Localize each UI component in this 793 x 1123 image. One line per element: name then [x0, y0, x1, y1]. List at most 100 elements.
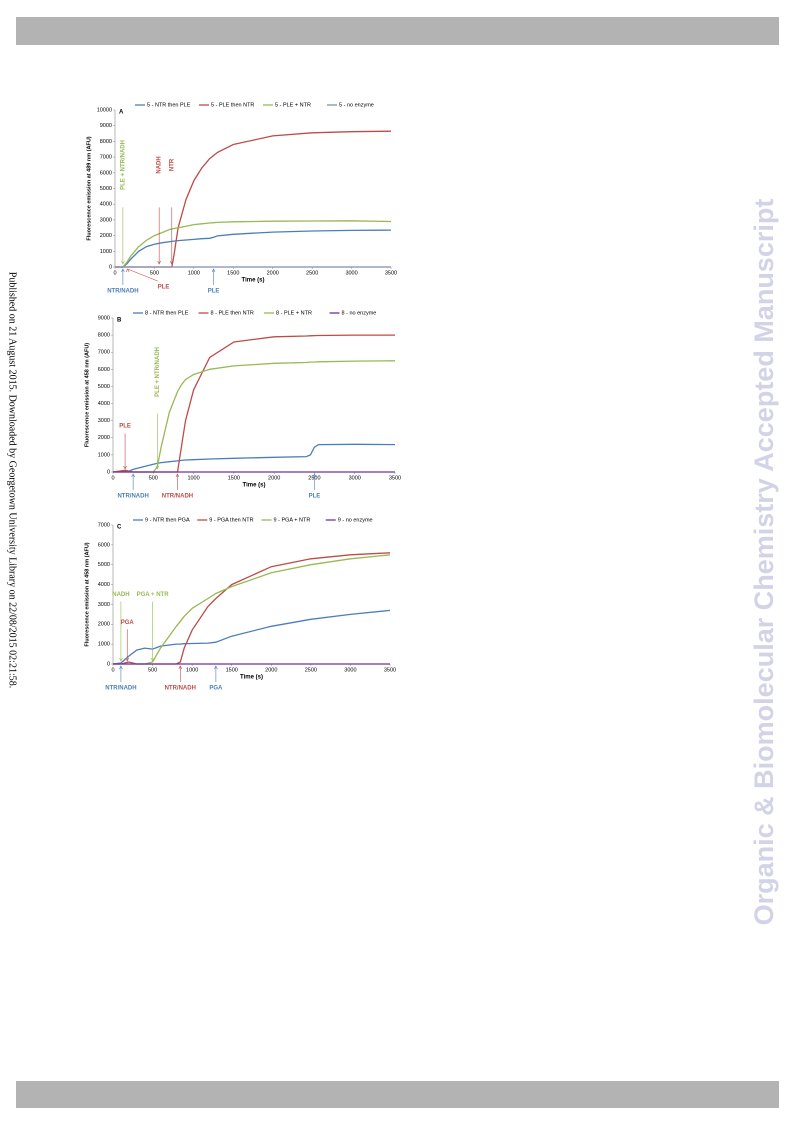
- x-tick-label: 2000: [265, 667, 277, 673]
- x-tick-label: 2500: [305, 667, 317, 673]
- y-tick-label: 3000: [100, 217, 112, 223]
- y-tick-label: 2000: [98, 622, 110, 628]
- side-note: Published on 21 August 2015. Downloaded …: [7, 272, 18, 688]
- x-tick-label: 2000: [268, 475, 280, 481]
- series-line: [115, 229, 392, 268]
- arrow-head: [119, 665, 123, 670]
- arrow-head: [175, 473, 180, 478]
- arrow-head: [119, 657, 123, 662]
- legend-label: 9 - NTR then PGA: [145, 517, 190, 523]
- y-tick-label: 10000: [97, 107, 112, 113]
- y-tick-label: 4000: [100, 202, 112, 208]
- y-tick-label: 5000: [100, 186, 112, 192]
- arrow-head: [125, 657, 130, 662]
- arrow-head: [121, 268, 125, 273]
- annotation-label: NADH: [112, 592, 129, 598]
- arrow-head: [312, 473, 317, 478]
- x-tick-label: 500: [148, 667, 157, 673]
- arrow-head: [125, 268, 130, 273]
- y-tick-label: 5000: [98, 562, 110, 568]
- y-tick-label: 7000: [98, 350, 110, 356]
- annotation-label: PGA: [209, 686, 223, 692]
- y-tick-label: 9000: [98, 315, 110, 321]
- x-tick-label: 0: [113, 270, 116, 276]
- y-tick-label: 0: [109, 264, 112, 270]
- y-tick-label: 2000: [100, 233, 112, 239]
- x-tick-label: 1000: [188, 270, 200, 276]
- x-tick-label: 500: [149, 475, 158, 481]
- y-tick-label: 8000: [98, 333, 110, 339]
- arrow-head: [157, 260, 161, 265]
- arrow-head: [211, 268, 216, 273]
- y-tick-label: 9000: [100, 123, 112, 129]
- arrow-head: [131, 473, 135, 478]
- y-tick-label: 1000: [98, 452, 110, 458]
- y-tick-label: 2000: [98, 435, 110, 441]
- annotation-label: NTR/NADH: [165, 686, 196, 692]
- arrow-head: [150, 657, 155, 662]
- y-tick-label: 7000: [98, 522, 110, 528]
- legend-label: 9 - PGA then NTR: [209, 517, 253, 523]
- legend-label: 8 - PLE + NTR: [276, 310, 312, 316]
- x-tick-label: 500: [150, 270, 159, 276]
- series-line: [115, 130, 392, 268]
- annotation-label: PLE: [309, 494, 321, 500]
- y-tick-label: 1000: [100, 249, 112, 255]
- y-tick-label: 6000: [98, 367, 110, 373]
- arrow-head: [123, 465, 127, 470]
- y-tick-label: 0: [107, 661, 110, 667]
- y-tick-label: 7000: [100, 155, 112, 161]
- arrow-head: [155, 465, 160, 470]
- x-tick-label: 3500: [384, 667, 396, 673]
- y-tick-label: 4000: [98, 401, 110, 407]
- y-tick-label: 4000: [98, 582, 110, 588]
- annotation-label: NTR/NADH: [117, 494, 148, 500]
- series-line: [115, 220, 392, 268]
- x-tick-label: 0: [111, 475, 114, 481]
- y-axis-label: Fluorescence emission at 458 nm (AFU): [84, 542, 90, 646]
- annotation-label: NTR/NADH: [162, 494, 193, 500]
- y-tick-label: 3000: [98, 418, 110, 424]
- panel-label: C: [117, 525, 122, 531]
- arrow-head: [121, 260, 125, 265]
- x-tick-label: 3500: [389, 475, 401, 481]
- legend-label: 5 - PLE then NTR: [211, 102, 254, 108]
- y-tick-label: 3000: [98, 602, 110, 608]
- annotation-label: PGA + NTR: [137, 592, 170, 598]
- x-tick-label: 3000: [345, 270, 357, 276]
- annotation-label: NADH: [157, 156, 163, 173]
- y-tick-label: 0: [107, 469, 110, 475]
- annotation-label: NTR: [169, 158, 175, 171]
- footer-bar: [16, 1081, 779, 1108]
- watermark: Organic & Biomolecular Chemistry Accepte…: [749, 199, 779, 926]
- y-tick-label: 8000: [100, 139, 112, 145]
- panel-label: B: [117, 318, 122, 324]
- annotation-label: NTR/NADH: [105, 686, 136, 692]
- x-axis-label: Time (s): [242, 278, 265, 284]
- panel-label: A: [119, 110, 124, 116]
- x-tick-label: 1500: [228, 475, 240, 481]
- legend-label: 8 - PLE then NTR: [211, 310, 254, 316]
- arrow-head: [214, 665, 218, 670]
- legend-label: 8 - NTR then PLE: [145, 310, 189, 316]
- series-line: [112, 609, 391, 665]
- x-tick-label: 1500: [226, 667, 238, 673]
- series-line: [112, 443, 396, 473]
- series-line: [113, 554, 391, 665]
- legend-label: 9 - PGA + NTR: [274, 517, 311, 523]
- x-axis-label: Time (s): [243, 483, 266, 489]
- x-tick-label: 1000: [187, 475, 199, 481]
- x-tick-label: 2500: [306, 270, 318, 276]
- x-tick-label: 3000: [349, 475, 361, 481]
- arrow-head: [178, 665, 183, 670]
- x-tick-label: 3500: [385, 270, 397, 276]
- x-tick-label: 1000: [186, 667, 198, 673]
- y-axis-label: Fluorescence emission at 489 nm (AFU): [86, 136, 92, 240]
- annotation-label: PGA: [121, 620, 135, 626]
- y-tick-label: 6000: [100, 170, 112, 176]
- legend-label: 5 - PLE + NTR: [275, 102, 311, 108]
- annotation-label: PLE: [158, 285, 170, 291]
- x-axis-label: Time (s): [240, 675, 263, 681]
- series-line: [113, 552, 391, 665]
